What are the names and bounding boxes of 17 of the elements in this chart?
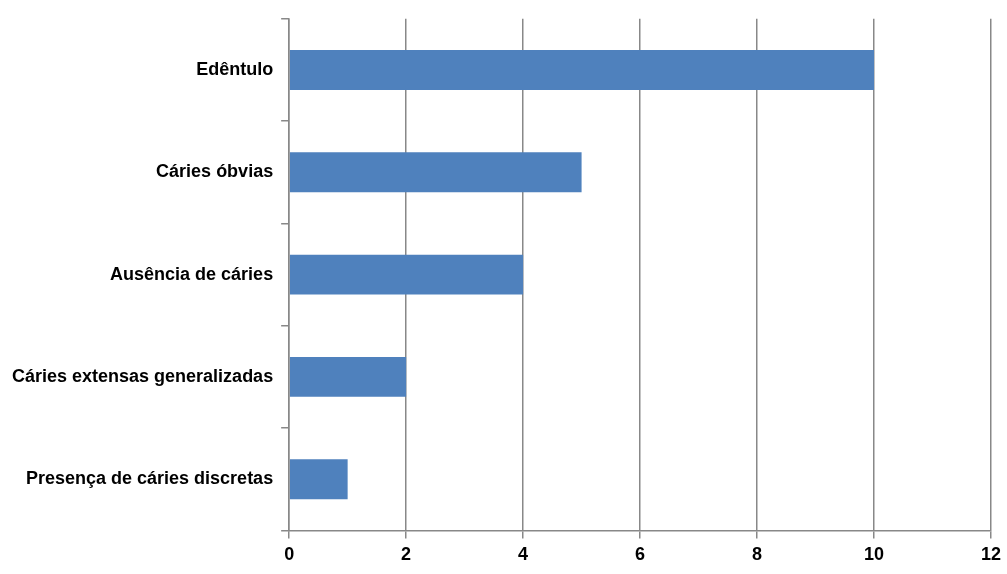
y-tick-label: Cáries óbvias <box>156 161 274 182</box>
x-tick-label: 6 <box>635 544 646 565</box>
x-tick-label: 0 <box>284 544 295 565</box>
x-tick-label: 10 <box>864 544 885 565</box>
y-tick-label: Ausência de cáries <box>110 263 274 284</box>
y-tick-label: Presença de cáries discretas <box>25 468 274 489</box>
bar <box>289 152 582 193</box>
x-tick-label: 12 <box>980 544 1001 565</box>
x-tick-label: 4 <box>518 544 529 565</box>
y-tick-label: Cáries extensas generalizadas <box>11 365 274 386</box>
bar <box>289 459 348 500</box>
x-tick-label: 8 <box>752 544 763 565</box>
bar <box>289 50 875 90</box>
x-tick-label: 2 <box>401 544 412 565</box>
y-tick-label: Edêntulo <box>196 58 274 79</box>
bar <box>289 254 524 295</box>
bar <box>289 356 407 397</box>
